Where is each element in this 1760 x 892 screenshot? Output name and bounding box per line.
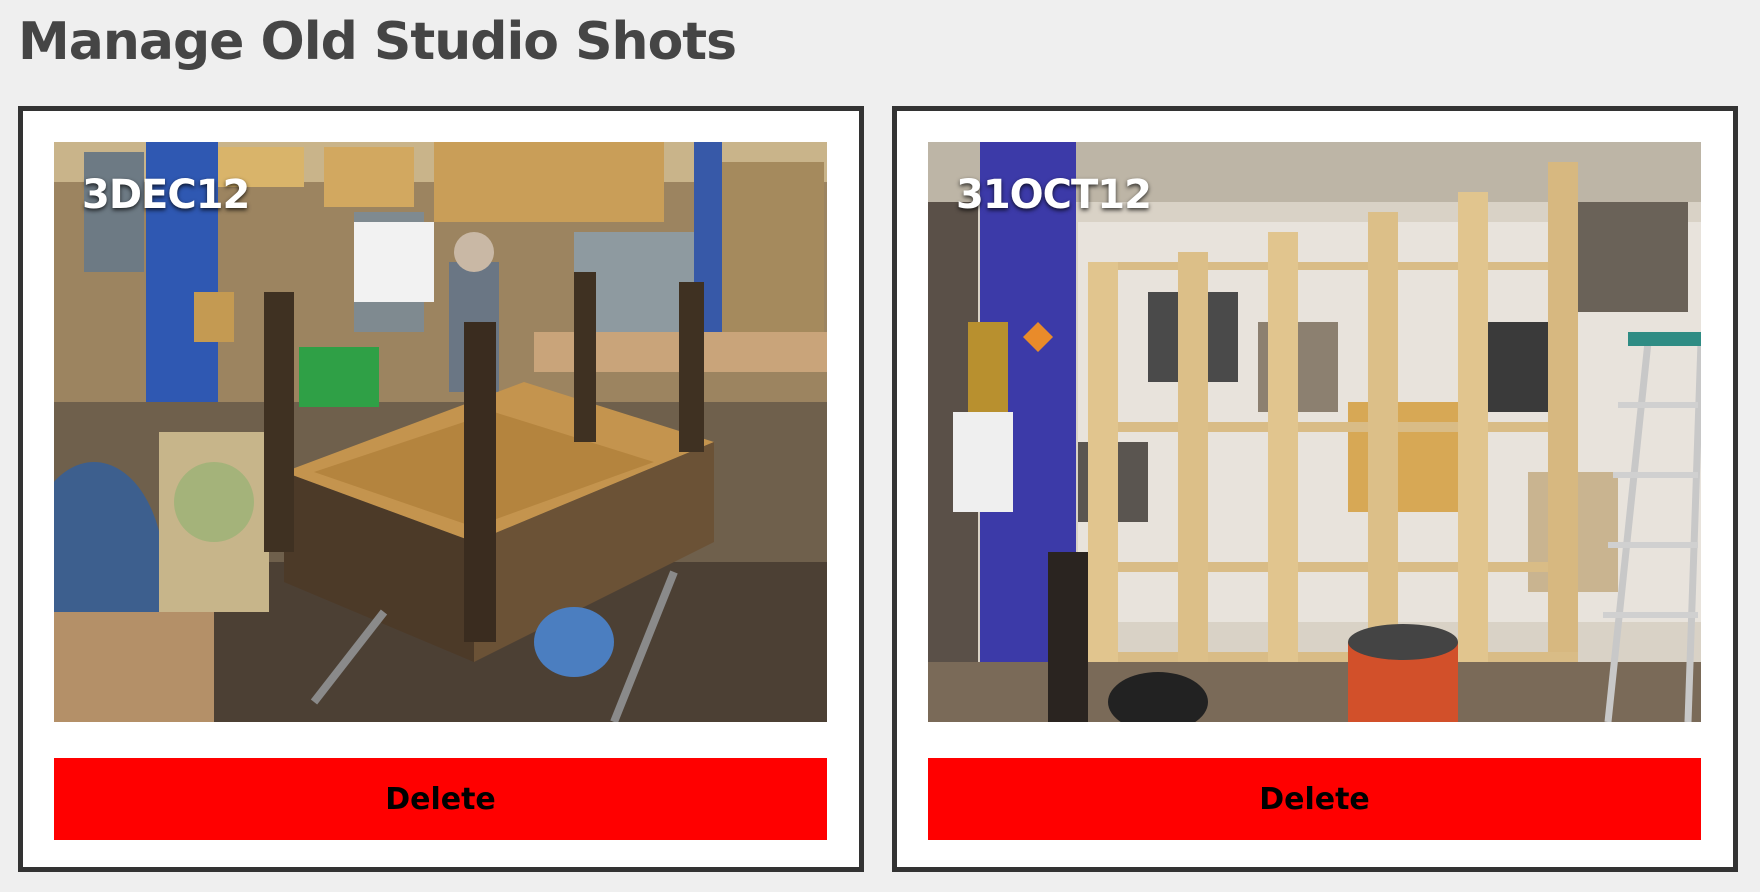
studio-shot-photo: 3DEC12 [54, 142, 827, 722]
delete-button[interactable]: Delete [54, 758, 827, 840]
page-title: Manage Old Studio Shots [18, 12, 737, 72]
studio-shot-card: 31OCT12 Delete [892, 106, 1738, 872]
shot-date-label: 31OCT12 [956, 172, 1152, 218]
workshop-photo-shelving [928, 142, 1701, 722]
delete-button[interactable]: Delete [928, 758, 1701, 840]
workshop-photo-table [54, 142, 827, 722]
shot-date-label: 3DEC12 [82, 172, 250, 218]
studio-shot-card: 3DEC12 Delete [18, 106, 864, 872]
studio-shot-photo: 31OCT12 [928, 142, 1701, 722]
